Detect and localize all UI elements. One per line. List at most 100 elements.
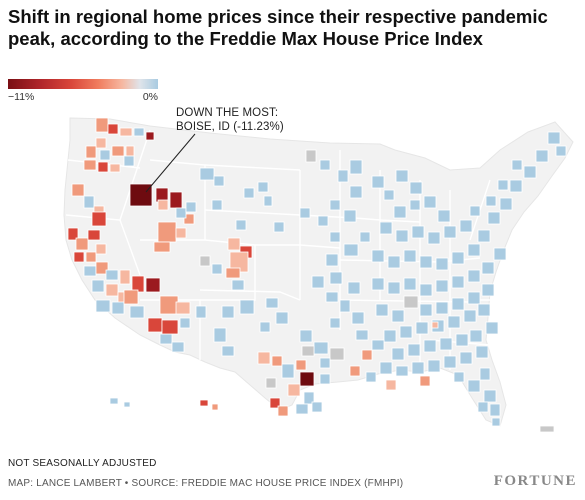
metro-area bbox=[91, 279, 105, 293]
legend-max-label: 0% bbox=[142, 91, 158, 103]
map-title: Shift in regional home prices since thei… bbox=[8, 6, 548, 49]
metro-area bbox=[123, 155, 135, 167]
metro-area bbox=[99, 149, 111, 161]
metro-area bbox=[211, 403, 219, 411]
metro-area bbox=[347, 281, 361, 295]
metro-area bbox=[185, 201, 197, 213]
metro-area bbox=[109, 397, 119, 405]
metro-area bbox=[455, 333, 469, 347]
metro-area bbox=[123, 401, 131, 408]
metro-area bbox=[123, 289, 139, 305]
metro-area bbox=[231, 279, 245, 291]
metro-area bbox=[211, 199, 223, 211]
metro-area bbox=[257, 181, 269, 193]
us-land bbox=[63, 117, 574, 427]
metro-area bbox=[225, 267, 241, 279]
metro-area bbox=[179, 317, 191, 329]
metro-area bbox=[183, 213, 195, 225]
metro-area bbox=[211, 263, 223, 275]
metro-area bbox=[399, 325, 413, 339]
metro-area bbox=[319, 373, 331, 385]
metro-area bbox=[259, 321, 271, 333]
metro-area bbox=[395, 365, 409, 377]
metro-area bbox=[95, 299, 111, 313]
metro-area bbox=[299, 371, 315, 387]
metro-area bbox=[409, 199, 421, 211]
metro-area bbox=[311, 275, 325, 289]
metro-area bbox=[277, 405, 289, 417]
metro-area bbox=[329, 347, 345, 361]
metro-area bbox=[365, 371, 377, 383]
metro-area bbox=[547, 131, 561, 145]
metro-area bbox=[343, 243, 359, 257]
metro-area bbox=[387, 281, 401, 295]
metro-area bbox=[483, 389, 497, 403]
metro-area bbox=[153, 241, 171, 253]
metro-area bbox=[119, 127, 133, 137]
metro-area bbox=[497, 179, 509, 191]
metro-area bbox=[109, 163, 121, 173]
metro-area bbox=[169, 191, 183, 209]
metro-area bbox=[435, 257, 449, 271]
metro-area bbox=[83, 159, 97, 171]
metro-area bbox=[485, 195, 497, 207]
metro-area bbox=[221, 345, 235, 357]
metro-area bbox=[299, 207, 311, 219]
metro-area bbox=[105, 269, 119, 281]
metro-area bbox=[337, 169, 349, 183]
legend-min-label: −11% bbox=[8, 91, 35, 103]
metro-area bbox=[161, 319, 179, 335]
metro-area bbox=[485, 321, 499, 335]
metro-area bbox=[395, 169, 409, 183]
metro-area bbox=[199, 399, 209, 407]
metro-area bbox=[437, 209, 451, 223]
metro-area bbox=[379, 221, 393, 235]
metro-area bbox=[403, 277, 417, 291]
metro-area bbox=[171, 341, 185, 353]
metro-area bbox=[451, 251, 465, 265]
metro-area bbox=[535, 149, 549, 163]
metro-area bbox=[311, 401, 323, 413]
metro-area bbox=[265, 297, 279, 309]
metro-area bbox=[349, 159, 363, 175]
metro-area bbox=[463, 309, 477, 323]
metro-area bbox=[129, 183, 153, 207]
metro-area bbox=[419, 255, 433, 269]
metro-area bbox=[269, 397, 281, 409]
metro-area bbox=[493, 247, 507, 261]
metro-area bbox=[133, 127, 145, 137]
metro-area bbox=[479, 367, 491, 381]
metro-area bbox=[419, 283, 433, 297]
metro-area bbox=[523, 165, 537, 179]
metro-area bbox=[287, 383, 301, 397]
metro-area bbox=[387, 255, 401, 269]
metro-area bbox=[459, 219, 473, 233]
metro-areas bbox=[67, 117, 567, 433]
metro-area bbox=[443, 355, 457, 369]
metro-area bbox=[159, 295, 179, 315]
metro-area bbox=[423, 195, 437, 209]
metro-area bbox=[325, 291, 339, 303]
metro-area bbox=[97, 161, 109, 173]
metro-area bbox=[477, 401, 489, 413]
metro-area bbox=[491, 417, 501, 427]
metro-area bbox=[403, 295, 419, 309]
metro-area bbox=[489, 403, 501, 417]
metro-area bbox=[129, 305, 145, 319]
metro-area bbox=[317, 215, 329, 227]
callout-leader-line bbox=[145, 133, 196, 193]
metro-area bbox=[83, 195, 95, 209]
metro-area bbox=[67, 227, 79, 241]
metro-area bbox=[199, 255, 211, 267]
metro-area bbox=[431, 321, 439, 329]
metro-area bbox=[301, 345, 315, 357]
color-legend: −11% 0% bbox=[8, 79, 158, 105]
metro-area bbox=[83, 265, 97, 277]
metro-area bbox=[91, 211, 107, 227]
metro-area bbox=[145, 277, 161, 293]
metro-area bbox=[467, 243, 481, 257]
metro-area bbox=[325, 253, 339, 267]
metro-area bbox=[451, 297, 465, 311]
metro-area bbox=[87, 229, 101, 241]
metro-area bbox=[319, 159, 331, 171]
